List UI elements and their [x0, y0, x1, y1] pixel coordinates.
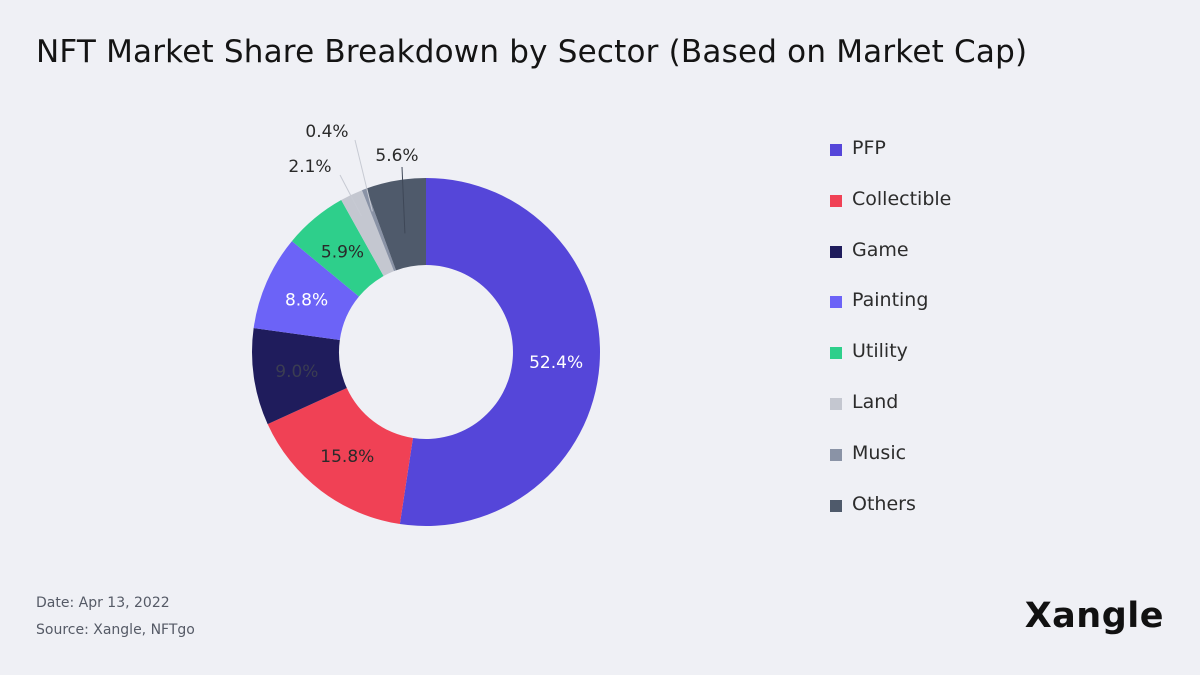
slice-label-collectible: 15.8% [320, 447, 374, 467]
slice-others [366, 178, 426, 271]
slice-labels: 52.4% 15.8% 9.0% 8.8% 5.9% 2.1% 0.4% 5.6% [275, 122, 583, 467]
legend-swatch [830, 245, 842, 258]
donut-slices [252, 178, 601, 526]
legend-label: Land [852, 390, 899, 413]
slice-game [252, 328, 347, 425]
slice-painting [253, 241, 359, 341]
leader-line-music [354, 139, 373, 212]
legend-label: Music [852, 441, 907, 464]
label-leader-lines [339, 139, 406, 234]
legend-swatch [830, 397, 842, 410]
legend-item-land: Land [830, 391, 951, 442]
legend-item-painting: Painting [830, 289, 951, 340]
legend-label: Utility [852, 340, 908, 363]
legend-label: Painting [852, 289, 929, 312]
leader-line-land [339, 174, 362, 217]
legend-item-collectible: Collectible [830, 188, 951, 239]
slice-label-painting: 8.8% [285, 290, 328, 310]
slice-collectible [267, 388, 413, 525]
legend-item-utility: Utility [830, 340, 951, 391]
source-note: Source: Xangle, NFTgo [36, 622, 195, 638]
legend-label: Others [852, 492, 916, 515]
legend-swatch [830, 347, 842, 360]
date-note: Date: Apr 13, 2022 [36, 595, 170, 611]
slice-music [361, 188, 397, 272]
legend-swatch [830, 194, 842, 207]
chart-title: NFT Market Share Breakdown by Sector (Ba… [36, 34, 1028, 70]
legend-swatch [830, 448, 842, 461]
slice-label-pfp: 52.4% [529, 353, 583, 373]
legend-item-music: Music [830, 442, 951, 493]
slice-label-others: 5.6% [375, 146, 418, 166]
slice-label-land: 2.1% [288, 157, 331, 177]
legend-swatch [830, 144, 842, 156]
slice-land [341, 190, 394, 277]
legend-item-pfp: PFP [830, 137, 951, 188]
slice-utility [291, 200, 384, 297]
leader-line-others [401, 166, 406, 234]
legend-item-game: Game [830, 239, 951, 290]
legend-swatch [830, 296, 842, 309]
legend-label: PFP [852, 137, 886, 159]
legend-label: Game [852, 238, 909, 261]
xangle-logo: Xangle [1024, 596, 1164, 636]
slice-label-music: 0.4% [305, 122, 348, 142]
legend-item-others: Others [830, 493, 951, 544]
chart-legend: PFP Collectible Game Painting Utility Land Mus… [830, 137, 951, 543]
slice-label-game: 9.0% [275, 362, 318, 382]
legend-swatch [830, 499, 842, 512]
slice-label-utility: 5.9% [321, 243, 364, 263]
legend-label: Collectible [852, 187, 952, 210]
slice-pfp [399, 178, 601, 526]
